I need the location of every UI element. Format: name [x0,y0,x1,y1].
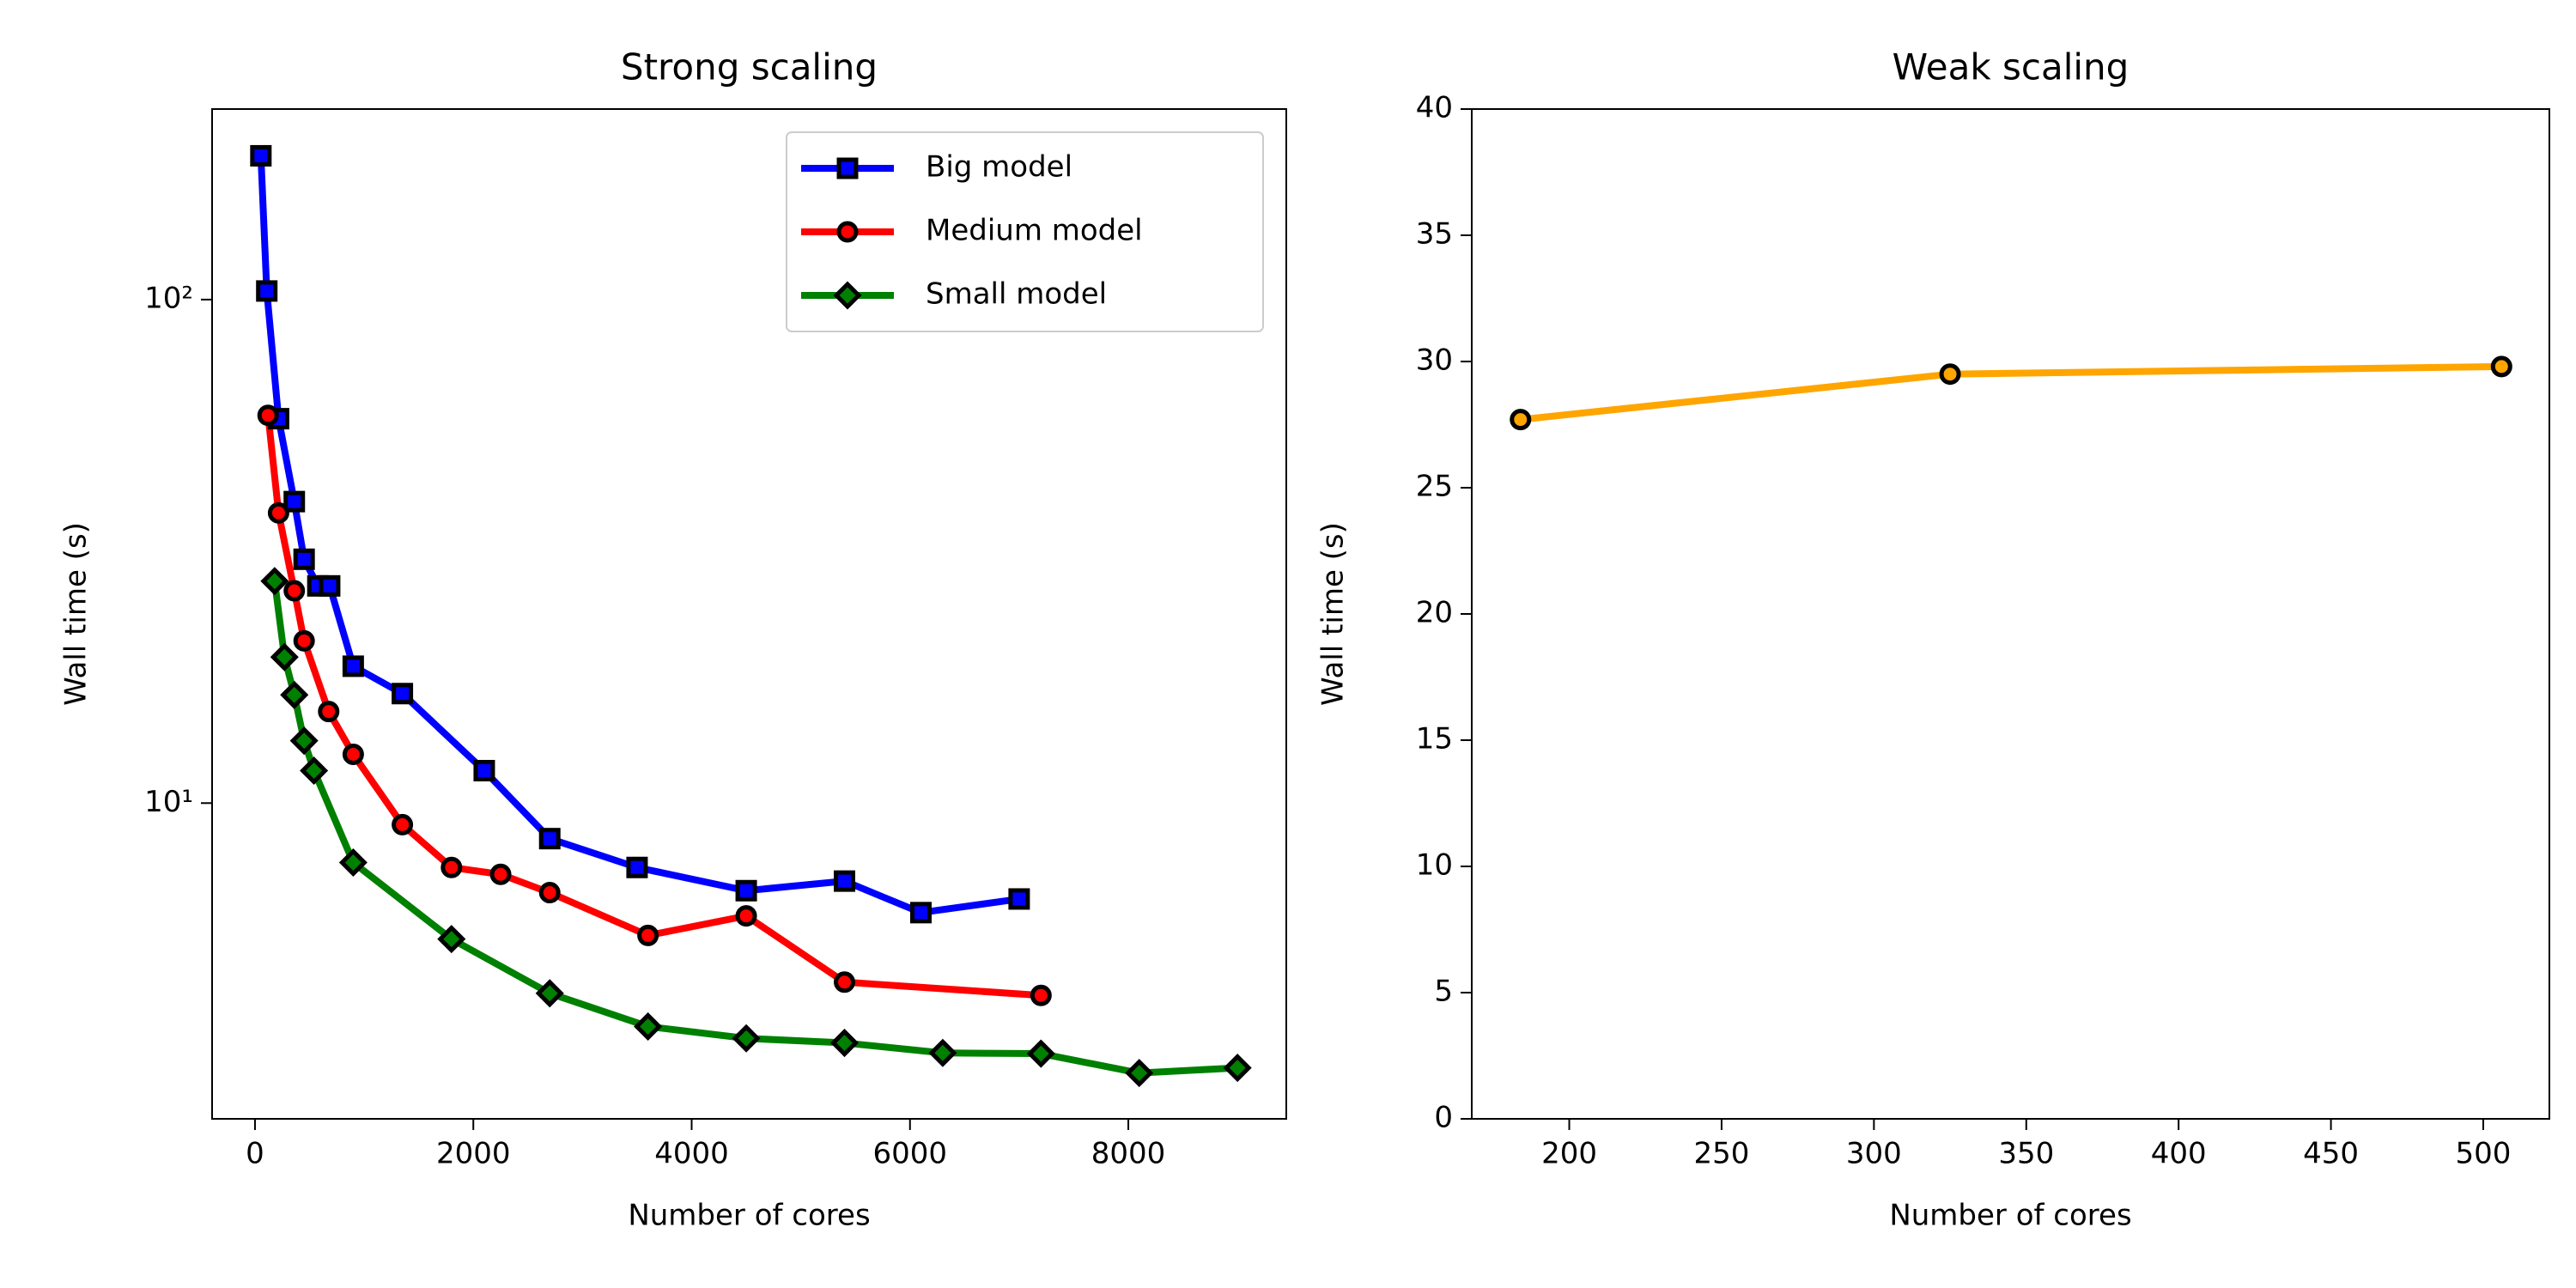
x-tick-label: 4000 [654,1137,729,1171]
marker [637,924,659,946]
axes-frame [1471,108,2550,1120]
x-tick-label: 0 [246,1137,264,1171]
y-tick-label: 0 [1434,1101,1453,1135]
x-tick-label: 300 [1846,1137,1902,1171]
marker [489,863,512,885]
axes-frame [211,108,1287,1120]
marker [1939,363,1961,386]
y-tick-label: 10² [144,281,193,315]
series-line [270,580,1238,1077]
marker [538,882,561,904]
y-tick-label: 30 [1416,343,1453,378]
marker [342,655,364,677]
x-tick-label: 6000 [873,1137,948,1171]
marker [2490,355,2512,378]
marker [1223,1054,1252,1083]
x-tick-label: 200 [1541,1137,1597,1171]
series-line [257,155,1020,916]
series-line [1520,362,2502,423]
marker [319,574,341,597]
marker [342,743,364,765]
marker [338,848,368,878]
marker [1510,409,1532,431]
legend-marker [836,221,859,243]
marker [1008,888,1030,910]
marker [293,629,315,652]
x-tick-label: 8000 [1091,1137,1166,1171]
chart-title: Weak scaling [1893,46,2129,88]
marker [250,144,272,167]
marker [293,548,315,570]
marker [437,925,466,954]
y-tick-label: 40 [1416,91,1453,125]
marker [260,567,289,596]
y-axis-label: Wall time (s) [59,522,94,706]
marker [829,1029,860,1058]
marker [735,879,757,902]
marker [1026,1039,1055,1068]
marker [833,870,855,892]
marker [732,1024,761,1053]
marker [440,856,463,878]
marker [473,759,495,781]
y-tick-label: 35 [1416,217,1453,252]
marker [283,490,306,513]
y-tick-label: 25 [1416,470,1453,504]
y-tick-label: 10 [1416,848,1453,883]
marker [280,680,309,709]
marker [257,404,279,427]
x-axis-label: Number of cores [1889,1199,2131,1233]
marker [300,756,329,786]
y-tick-label: 10¹ [144,785,193,819]
marker [909,902,932,924]
x-tick-label: 350 [1998,1137,2054,1171]
marker [392,683,414,705]
marker [1125,1059,1154,1088]
legend-box [786,131,1264,332]
legend-marker [836,157,859,179]
legend-label: Medium model [926,214,1143,248]
legend-marker [833,281,862,310]
marker [267,501,289,524]
marker [318,701,340,723]
marker [256,280,278,302]
marker [535,979,564,1008]
x-tick-label: 400 [2151,1137,2207,1171]
marker [289,726,319,756]
marker [735,905,757,927]
y-tick-label: 15 [1416,722,1453,756]
marker [928,1038,957,1067]
marker [392,813,414,835]
marker [270,642,299,671]
marker [634,1012,663,1041]
y-tick-label: 20 [1416,596,1453,630]
y-axis-label: Wall time (s) [1316,522,1351,706]
x-tick-label: 500 [2456,1137,2512,1171]
x-tick-label: 250 [1693,1137,1749,1171]
legend-label: Big model [926,150,1072,185]
y-tick-label: 5 [1434,975,1453,1009]
chart-title: Strong scaling [621,46,878,88]
x-axis-label: Number of cores [628,1199,870,1233]
marker [538,828,561,850]
marker [626,856,648,878]
legend-label: Small model [926,277,1107,312]
marker [833,971,855,993]
x-tick-label: 2000 [436,1137,511,1171]
x-tick-label: 450 [2303,1137,2359,1171]
marker [1030,984,1052,1006]
marker [283,580,306,602]
